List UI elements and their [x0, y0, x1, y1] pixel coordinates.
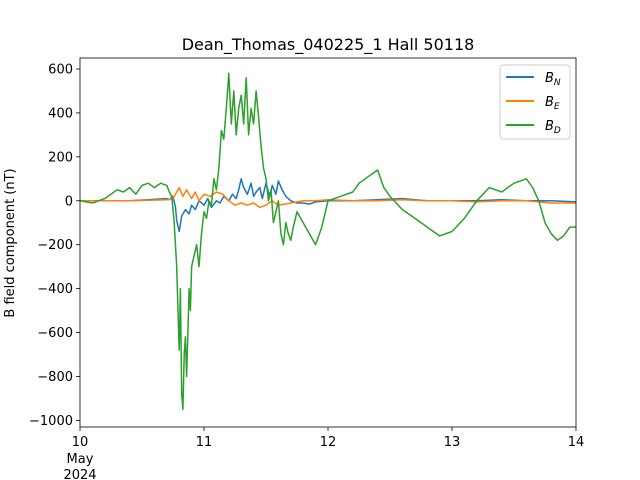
x-tick-label: 11	[196, 435, 213, 450]
y-tick-label: −1000	[29, 414, 73, 429]
legend: BN BE BD	[499, 64, 571, 140]
legend-box	[499, 64, 571, 140]
x-tick-label: 14	[568, 435, 585, 450]
x-tick-sublabel: 2024	[63, 468, 96, 480]
legend-label-e: BE	[545, 95, 560, 112]
y-tick-label: −600	[37, 326, 73, 341]
y-tick-label: 600	[48, 62, 73, 77]
y-axis-label: B field component (nT)	[3, 168, 18, 317]
x-tick-sublabel: May	[67, 452, 94, 467]
series-line-e	[80, 186, 576, 209]
y-tick-label: −800	[37, 370, 73, 385]
legend-label-n: BN	[545, 71, 561, 88]
series-line-d	[80, 72, 576, 411]
y-tick-label: 200	[48, 150, 73, 165]
x-tick-label: 12	[320, 435, 337, 450]
y-tick-label: −400	[37, 282, 73, 297]
y-axis: 600 400 200 0 −200 −400 −600 −800 −1000	[29, 62, 80, 429]
y-tick-label: −200	[37, 238, 73, 253]
chart-title: Dean_Thomas_040225_1 Hall 50118	[182, 35, 475, 55]
y-tick-label: 400	[48, 106, 73, 121]
series-group	[80, 72, 576, 411]
x-tick-label: 10	[72, 435, 89, 450]
y-tick-label: 0	[65, 194, 73, 209]
legend-label-d: BD	[545, 119, 561, 136]
x-tick-label: 13	[444, 435, 461, 450]
